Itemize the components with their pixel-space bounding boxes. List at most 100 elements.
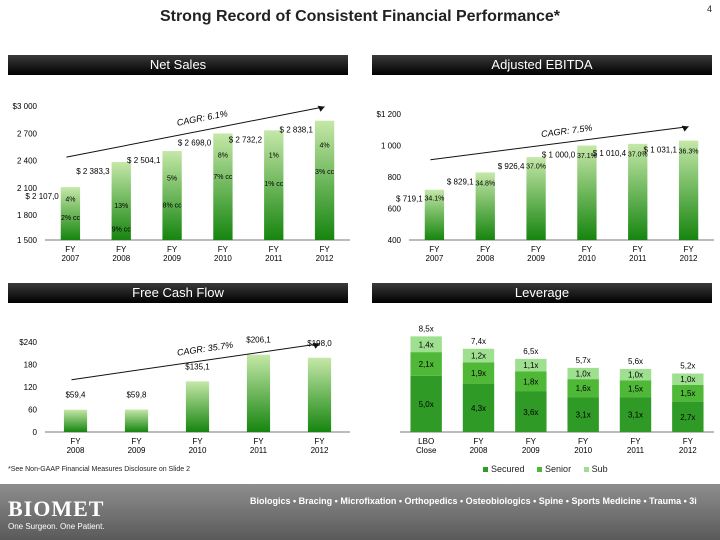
bar-annotation: 8% cc — [163, 202, 183, 209]
segment-value-label: 1,8x — [523, 377, 538, 386]
segment-value-label: 3,1x — [576, 411, 591, 420]
x-tick-label: FY 2012 — [311, 437, 329, 455]
x-tick-label: FY 2012 — [679, 437, 697, 455]
bar-annotation: 8% — [218, 153, 228, 160]
bar-value-label: $198,0 — [307, 339, 332, 348]
total-value-label: 6,5x — [523, 347, 538, 356]
net-sales-chart: 1 800 2 100 2 400 2 700 $3 000 1 500 $ 2 107,0… — [13, 102, 350, 263]
segment-value-label: 1,1x — [523, 361, 538, 370]
bar-value-label: $ 2 838,1 — [280, 126, 314, 135]
bar-value-label: $59,8 — [126, 391, 147, 400]
bar-segment-sub — [410, 336, 442, 353]
page-number: 4 — [706, 4, 712, 14]
cagr-arrow — [66, 106, 325, 158]
leverage-header: Leverage — [372, 283, 712, 303]
segment-value-label: 3,6x — [523, 408, 538, 417]
bar-value-label: $ 2 698,0 — [178, 138, 212, 147]
bar-annotation: 7% cc — [213, 174, 233, 181]
bar-value-label: $59,4 — [65, 391, 86, 400]
bar-segment-secured — [567, 397, 599, 432]
x-tick-label: FY 2010 — [574, 437, 592, 455]
bar-segment-senior — [672, 384, 704, 402]
bar-value-label: $135,1 — [185, 362, 210, 371]
segment-value-label: 1,2x — [471, 352, 486, 361]
bar-annotation: 9% cc — [112, 226, 132, 233]
bar-annotation: 5% — [167, 176, 177, 183]
bar-segment-senior — [462, 362, 495, 384]
company-logo: BIOMET — [8, 496, 105, 521]
segment-value-label: 1,0x — [680, 375, 695, 384]
x-tick-label: FY 2009 — [522, 437, 540, 455]
bar-annotation: 13% — [114, 203, 128, 210]
x-tick-label: FY 2007 — [62, 245, 80, 263]
total-value-label: 5,6x — [628, 357, 643, 366]
bar — [314, 120, 335, 240]
net-sales-header: Net Sales — [8, 55, 348, 75]
bar — [577, 145, 597, 240]
x-tick-label: FY 2011 — [627, 437, 645, 455]
bar-annotation: 4% — [65, 197, 75, 204]
y-tick-label: 180 — [24, 361, 38, 370]
bar-segment-sub — [462, 348, 495, 363]
bar — [162, 151, 182, 240]
bar — [526, 157, 546, 240]
segment-value-label: 4,3x — [471, 404, 486, 413]
bar — [307, 357, 332, 432]
leverage-legend: Secured Senior Sub — [483, 464, 618, 474]
bar — [111, 162, 131, 240]
adjusted-ebitda-header: Adjusted EBITDA — [372, 55, 712, 75]
bar-annotation: 36.3% — [679, 149, 699, 156]
y-tick-label: 120 — [24, 383, 38, 392]
free-cash-flow-chart: 0 60 120 180 $240 $59,4 FY 2008 $59,8 FY 2009 $135,… — [19, 336, 350, 455]
segment-value-label: 1,5x — [680, 389, 695, 398]
y-tick-label: 1 800 — [17, 211, 38, 220]
bar-annotation: 1% cc — [264, 181, 284, 188]
cagr-label: CAGR: 6.1% — [176, 108, 228, 128]
x-tick-label: FY 2010 — [214, 245, 232, 263]
bar-annotation: 4% — [320, 143, 330, 150]
bar-value-label: $ 1 000,0 — [542, 151, 576, 160]
footer-tagline: One Surgeon. One Patient. — [8, 522, 105, 531]
bar-segment-sub — [515, 358, 547, 372]
bar — [264, 130, 284, 240]
segment-value-label: 1,0x — [576, 370, 591, 379]
bar — [678, 140, 699, 240]
x-tick-label: FY 2009 — [163, 245, 181, 263]
bar-value-label: $ 2 504,1 — [127, 156, 161, 165]
bar-segment-senior — [515, 371, 547, 392]
y-tick-label: 2 100 — [17, 184, 38, 193]
segment-value-label: 1,9x — [471, 369, 486, 378]
bar-segment-senior — [619, 380, 652, 398]
bar-value-label: $ 719,1 — [396, 195, 423, 204]
x-tick-label: FY 2008 — [470, 437, 488, 455]
bar-segment-secured — [515, 391, 547, 432]
cagr-arrowhead — [317, 105, 325, 112]
x-tick-label: FY 2010 — [189, 437, 207, 455]
bar-segment-sub — [567, 367, 599, 380]
cagr-arrowhead — [681, 125, 689, 132]
bar-value-label: $ 2 732,2 — [229, 135, 263, 144]
x-tick-label: FY 2012 — [316, 245, 334, 263]
bar — [60, 187, 81, 240]
bar — [213, 133, 233, 240]
legend-item-senior: Senior — [537, 464, 571, 474]
y-tick-label: 0 — [33, 428, 38, 437]
segment-value-label: 1,5x — [628, 385, 643, 394]
x-tick-label: FY 2012 — [680, 245, 698, 263]
y-tick-label: 1 000 — [381, 142, 402, 151]
x-tick-label: FY 2009 — [527, 245, 545, 263]
bar-annotation: 37.1% — [577, 153, 597, 160]
legend-item-sub: Sub — [583, 464, 608, 474]
y-tick-label: 800 — [388, 173, 402, 182]
bar-value-label: $ 2 107,0 — [25, 192, 59, 201]
cagr-arrow — [71, 343, 320, 381]
leverage-chart: 5,0x 2,1x 1,4x 8,5x LBO Close 4,3x 1,9x 1,2x 7,4x… — [400, 324, 714, 455]
legend-item-secured: Secured — [483, 464, 525, 474]
y-tick-label: $3 000 — [13, 102, 38, 111]
y-tick-label: 60 — [28, 406, 37, 415]
bar-value-label: $ 1 031,1 — [644, 146, 678, 155]
x-tick-label: LBO Close — [416, 437, 437, 455]
bar-value-label: $ 2 383,3 — [76, 167, 110, 176]
free-cash-flow-header: Free Cash Flow — [8, 283, 348, 303]
bar-segment-senior — [567, 379, 599, 398]
